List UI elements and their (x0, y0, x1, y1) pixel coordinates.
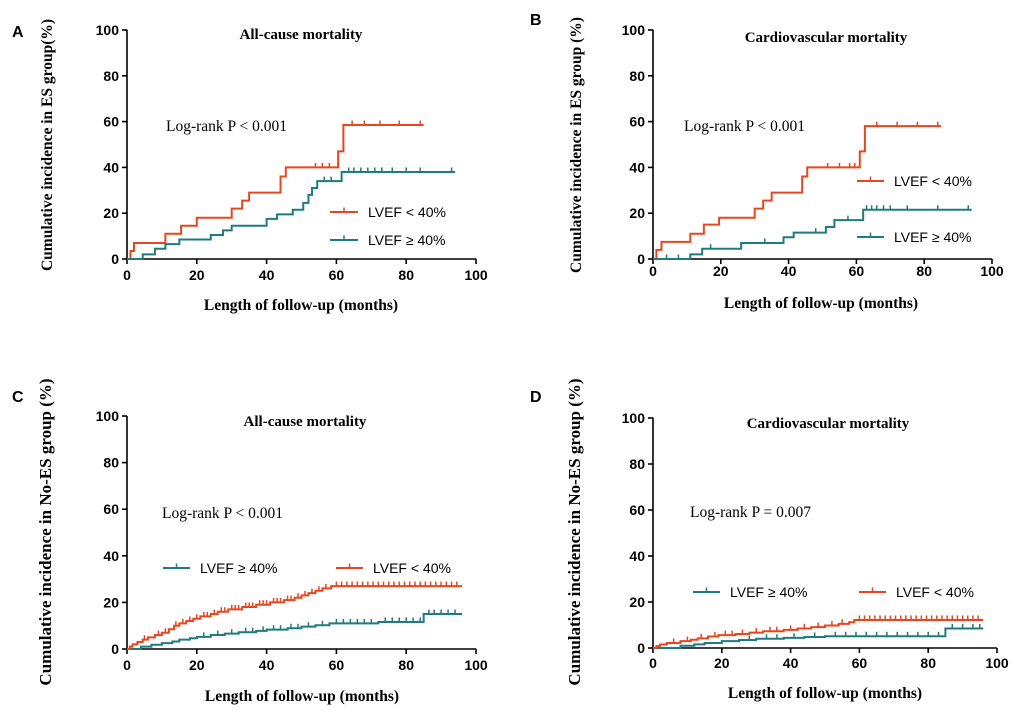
panel-label: A (12, 24, 24, 41)
y-tick-label: 40 (629, 548, 645, 564)
y-tick-label: 0 (637, 251, 645, 267)
log-rank-annotation: Log-rank P = 0.007 (690, 504, 811, 521)
legend-label: LVEF < 40% (896, 584, 974, 600)
y-tick-label: 0 (637, 640, 645, 656)
series-lvef-lt-40-line (653, 125, 942, 260)
x-tick-label: 80 (398, 267, 414, 283)
series-lvef-ge-40-line (653, 208, 972, 260)
x-tick-label: 0 (123, 267, 131, 283)
x-tick-label: 0 (123, 657, 131, 673)
y-tick-label: 60 (629, 502, 645, 518)
series-lvef-ge-40-line (653, 627, 984, 649)
series-lvef-lt-40-line (127, 585, 463, 650)
x-tick-label: 80 (920, 655, 936, 671)
y-tick-label: 60 (103, 501, 119, 517)
x-tick-label: 40 (259, 657, 275, 673)
x-axis-label: Length of follow-up (months) (724, 295, 918, 312)
y-tick-label: 20 (103, 205, 119, 221)
x-tick-label: 0 (649, 263, 657, 279)
y-tick-label: 80 (629, 68, 645, 84)
x-axis-label: Length of follow-up (months) (204, 297, 398, 314)
x-tick-label: 100 (464, 657, 488, 673)
log-rank-annotation: Log-rank P < 0.001 (166, 118, 287, 135)
legend-label: LVEF ≥ 40% (894, 229, 971, 245)
x-tick-label: 20 (713, 263, 729, 279)
x-tick-label: 60 (849, 263, 865, 279)
chart-title: All-cause mortality (244, 414, 367, 430)
panel-a: A All-cause mortality 0 20 40 60 80 100 0 20 40 60 8… (12, 19, 488, 314)
y-tick-label: 20 (103, 594, 119, 610)
panel-d: D Cardiovascular mortality 0 20 40 60 80 100 0 20… (530, 378, 1009, 702)
legend-item-lvef-ge-40: LVEF ≥ 40% (693, 584, 807, 600)
legend-label: LVEF < 40% (368, 204, 446, 220)
log-rank-annotation: Log-rank P < 0.001 (684, 118, 805, 135)
y-axis-label: Cumulative incidence in No-ES group (%) (565, 378, 584, 685)
y-tick-label: 40 (629, 159, 645, 175)
legend-item-lvef-lt-40: LVEF < 40% (857, 173, 972, 189)
legend-item-lvef-ge-40: LVEF ≥ 40% (330, 232, 445, 248)
x-tick-label: 60 (852, 655, 868, 671)
x-tick-label: 100 (464, 267, 488, 283)
chart-title: Cardiovascular mortality (745, 30, 908, 46)
x-tick-label: 100 (985, 655, 1009, 671)
y-tick-label: 80 (103, 68, 119, 84)
panel-label: C (12, 389, 24, 406)
y-tick-label: 60 (629, 114, 645, 130)
x-tick-label: 0 (649, 655, 657, 671)
series-lvef-ge-40-line (127, 613, 463, 650)
x-tick-label: 20 (714, 655, 730, 671)
y-tick-label: 40 (103, 159, 119, 175)
legend-item-lvef-lt-40: LVEF < 40% (330, 204, 446, 220)
legend-item-lvef-ge-40: LVEF ≥ 40% (857, 229, 971, 245)
y-tick-label: 20 (629, 205, 645, 221)
y-tick-label: 100 (96, 22, 120, 38)
x-tick-label: 100 (980, 263, 1004, 279)
x-tick-label: 80 (398, 657, 414, 673)
y-tick-label: 100 (622, 410, 646, 426)
y-tick-label: 100 (622, 22, 646, 38)
legend-item-lvef-lt-40: LVEF < 40% (336, 560, 451, 576)
y-tick-label: 0 (111, 641, 119, 657)
chart-title: All-cause mortality (240, 27, 363, 43)
y-tick-label: 40 (103, 548, 119, 564)
x-tick-label: 40 (783, 655, 799, 671)
y-tick-label: 100 (96, 408, 120, 424)
x-tick-label: 40 (781, 263, 797, 279)
x-tick-label: 20 (189, 267, 205, 283)
x-axis-label: Length of follow-up (months) (205, 688, 399, 705)
y-tick-label: 60 (103, 114, 119, 130)
y-axis-label: Cumulative incidence in ES group (%) (568, 17, 585, 273)
x-tick-label: 60 (329, 657, 345, 673)
y-tick-label: 0 (111, 251, 119, 267)
y-axis-label: Cumulative incidence in ES group(%) (39, 19, 56, 271)
panel-label: B (530, 12, 542, 29)
x-axis-label: Length of follow-up (months) (728, 685, 922, 702)
legend-label: LVEF < 40% (373, 560, 451, 576)
panel-label: D (530, 389, 542, 406)
y-tick-label: 20 (629, 594, 645, 610)
legend-label: LVEF ≥ 40% (730, 584, 807, 600)
x-tick-label: 60 (329, 267, 345, 283)
x-tick-label: 20 (189, 657, 205, 673)
legend-item-lvef-lt-40: LVEF < 40% (859, 584, 974, 600)
series-lvef-ge-40-line (127, 170, 456, 260)
y-axis-label: Cumulative incidence in No-ES group (%) (36, 378, 55, 685)
legend-item-lvef-ge-40: LVEF ≥ 40% (163, 560, 277, 576)
panel-b: B Cardiovascular mortality 0 20 40 60 80 100 0 20… (530, 12, 1004, 312)
legend-label: LVEF ≥ 40% (200, 560, 277, 576)
log-rank-annotation: Log-rank P < 0.001 (162, 505, 283, 522)
chart-title: Cardiovascular mortality (747, 416, 910, 432)
x-tick-label: 40 (259, 267, 275, 283)
legend-label: LVEF ≥ 40% (368, 232, 445, 248)
y-tick-label: 80 (103, 455, 119, 471)
y-tick-label: 80 (629, 456, 645, 472)
legend-label: LVEF < 40% (894, 173, 972, 189)
panel-c: C All-cause mortality 0 20 40 60 80 100 0 20 40 60 8… (12, 378, 488, 705)
x-tick-label: 80 (916, 263, 932, 279)
